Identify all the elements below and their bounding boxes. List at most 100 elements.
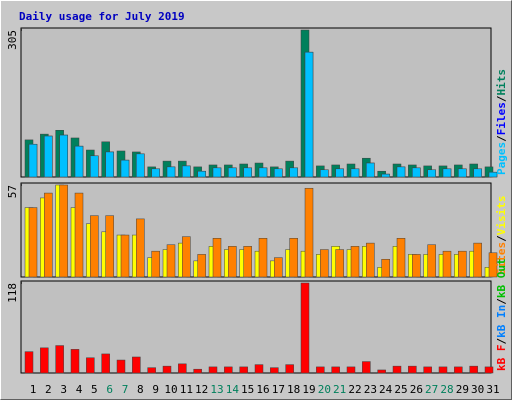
- legend: Sites/Visits: [495, 196, 508, 276]
- bar: [258, 167, 268, 178]
- x-tick-label: 14: [226, 383, 240, 396]
- legend-entry: kB F: [495, 345, 508, 372]
- bar: [442, 250, 452, 278]
- bar: [350, 168, 360, 178]
- bar: [116, 359, 126, 374]
- bar: [289, 167, 298, 178]
- legend-separator: /: [495, 135, 508, 142]
- bar: [182, 236, 191, 278]
- plot-area: [20, 27, 492, 178]
- bar: [274, 168, 283, 178]
- bar: [74, 145, 84, 178]
- bar: [412, 167, 421, 178]
- bar: [300, 282, 310, 374]
- bar: [285, 364, 294, 374]
- legend-entry: Sites: [495, 242, 508, 275]
- x-tick-label: 13: [210, 383, 223, 396]
- legend-entry: Hits: [495, 69, 508, 96]
- bar: [120, 159, 130, 178]
- x-tick-label: 24: [379, 383, 393, 396]
- legend-entry: Pages: [495, 142, 508, 175]
- bar: [458, 168, 467, 178]
- bar: [105, 215, 114, 278]
- x-tick-label: 17: [272, 383, 285, 396]
- x-tick-label: 22: [348, 383, 361, 396]
- bar: [274, 257, 283, 278]
- legend-separator: /: [495, 235, 508, 242]
- x-tick-label: 23: [364, 383, 377, 396]
- legend-entry: kB In: [495, 305, 508, 338]
- bar: [438, 366, 448, 374]
- x-tick-label: 19: [302, 383, 315, 396]
- bar: [166, 244, 176, 278]
- bar: [366, 242, 375, 278]
- bar: [178, 363, 187, 374]
- bar: [473, 168, 482, 178]
- bar: [454, 366, 463, 374]
- legend-entry: Files: [495, 102, 508, 135]
- bar: [473, 242, 482, 278]
- x-tick-label: 15: [241, 383, 254, 396]
- bar: [320, 249, 329, 278]
- bar: [151, 168, 160, 178]
- bar: [488, 252, 498, 278]
- bar: [377, 369, 386, 374]
- bar: [55, 345, 64, 374]
- bar: [366, 162, 375, 178]
- bar: [224, 366, 233, 374]
- bar: [458, 250, 467, 278]
- bar: [101, 353, 110, 374]
- legend: kB F/kB In/kB Out: [495, 258, 508, 371]
- x-tick-label: 3: [60, 383, 67, 396]
- bar: [193, 368, 202, 374]
- x-tick-label: 5: [91, 383, 98, 396]
- bar: [320, 169, 329, 178]
- legend-separator: /: [495, 298, 508, 305]
- bar: [28, 207, 38, 278]
- x-tick-label: 12: [195, 383, 208, 396]
- bar: [90, 155, 99, 178]
- y-tick-label: 305: [6, 30, 19, 50]
- x-tick-label: 30: [471, 383, 484, 396]
- bar: [423, 366, 432, 374]
- x-tick-label: 28: [440, 383, 453, 396]
- x-tick-label: 10: [164, 383, 177, 396]
- legend-separator: /: [495, 95, 508, 102]
- bar: [147, 367, 156, 374]
- bar: [270, 367, 279, 374]
- bar: [105, 151, 114, 178]
- bar: [346, 366, 356, 374]
- x-tick-label: 18: [287, 383, 300, 396]
- bar: [239, 366, 248, 374]
- legend: Pages/Files/Hits: [495, 69, 508, 175]
- bar: [70, 349, 80, 374]
- bar: [488, 171, 498, 178]
- bar: [304, 51, 314, 178]
- bar: [74, 192, 84, 278]
- bar: [412, 254, 421, 278]
- legend-entry: Visits: [495, 196, 508, 236]
- bar: [484, 366, 494, 374]
- bar: [381, 173, 390, 178]
- x-tick-label: 26: [410, 383, 423, 396]
- x-tick-label: 2: [45, 383, 52, 396]
- bar: [162, 365, 172, 374]
- bar: [208, 366, 218, 374]
- bar: [335, 168, 344, 178]
- bar: [331, 366, 340, 374]
- legend-separator: /: [495, 338, 508, 345]
- bar: [289, 238, 298, 278]
- bar: [304, 187, 314, 278]
- bar: [136, 153, 145, 178]
- x-tick-label: 16: [256, 383, 269, 396]
- bar: [44, 135, 53, 178]
- bar: [254, 364, 264, 374]
- bar: [197, 170, 206, 178]
- x-tick-label: 1: [30, 383, 37, 396]
- bar: [86, 357, 95, 374]
- x-tick-label: 11: [180, 383, 193, 396]
- bar: [166, 166, 176, 178]
- bar: [90, 215, 99, 278]
